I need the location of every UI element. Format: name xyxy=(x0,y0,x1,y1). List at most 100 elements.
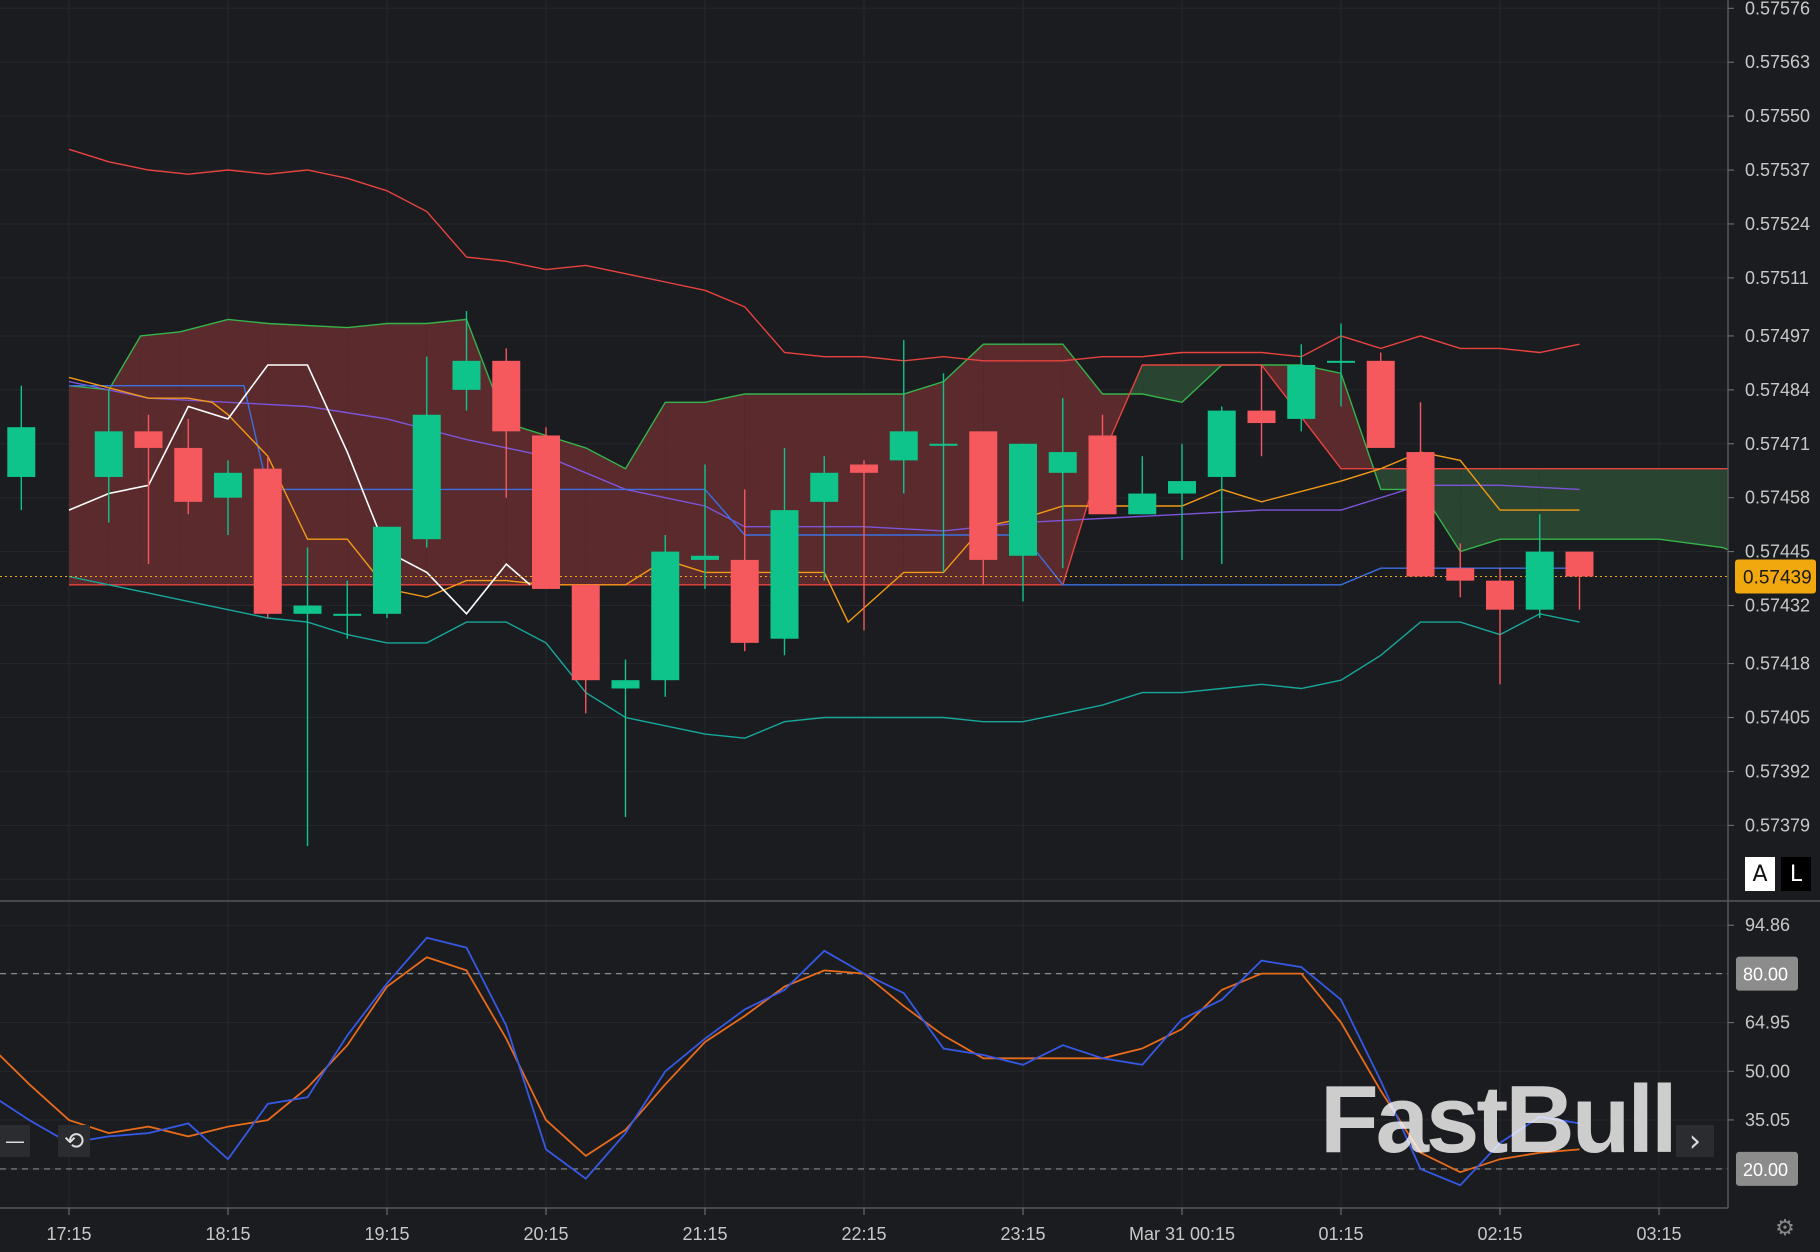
price-axis-background xyxy=(1728,0,1820,1252)
candle-body xyxy=(571,584,600,681)
candle xyxy=(134,414,163,565)
candle-body xyxy=(1048,452,1077,473)
candle-body xyxy=(611,680,640,689)
osc-level-label: 80.00 xyxy=(1743,965,1788,985)
time-tick-label: Mar 31 00:15 xyxy=(1129,1224,1235,1244)
candle-body xyxy=(412,414,441,540)
price-tick-label: 0.57484 xyxy=(1745,380,1810,400)
osc-level-box xyxy=(1736,956,1798,991)
candle-body xyxy=(1565,551,1594,577)
fastbull-watermark: FastBull xyxy=(1320,1066,1675,1173)
candle xyxy=(1486,568,1514,685)
time-tick-label: 03:15 xyxy=(1636,1224,1681,1244)
reset-chart-button[interactable]: ⟲ xyxy=(58,1125,90,1157)
osc-tick-label: 64.95 xyxy=(1745,1013,1790,1033)
osc-tick-label: 35.05 xyxy=(1745,1110,1790,1130)
candle-body xyxy=(1525,551,1554,610)
cloud-segment xyxy=(1460,468,1500,552)
osc-tick-label: 50.00 xyxy=(1745,1061,1790,1081)
reset-icon: ⟲ xyxy=(63,1127,85,1155)
osc-level-box xyxy=(1736,1151,1798,1186)
candle xyxy=(94,389,123,523)
candle xyxy=(1327,323,1355,407)
price-tick-label: 0.57379 xyxy=(1745,815,1810,835)
cloud-segment xyxy=(903,381,944,585)
candle-body xyxy=(253,468,282,614)
bollinger-upper-line xyxy=(68,148,1580,362)
candle xyxy=(850,460,878,631)
time-tick-label: 21:15 xyxy=(682,1224,727,1244)
candle-body xyxy=(850,464,878,473)
last-price-box xyxy=(1735,559,1816,594)
stochastic-oscillator xyxy=(0,936,1728,1187)
candle xyxy=(889,340,918,494)
candle-body xyxy=(770,510,799,639)
candle xyxy=(969,431,998,585)
candle xyxy=(691,464,719,589)
candle-body xyxy=(1128,493,1157,515)
cloud-segment xyxy=(1142,364,1182,403)
cloud-segment xyxy=(585,447,626,585)
candle-body xyxy=(1446,568,1475,581)
bollinger-lower-line xyxy=(68,575,1580,739)
price-tick-label: 0.57445 xyxy=(1745,542,1810,562)
candle-body xyxy=(889,431,918,461)
candle xyxy=(730,489,759,652)
candle-body xyxy=(7,427,36,477)
time-tick-label: 19:15 xyxy=(364,1224,409,1244)
candle xyxy=(532,427,560,589)
candle xyxy=(571,584,600,714)
price-tick-label: 0.57537 xyxy=(1745,160,1810,180)
candlesticks xyxy=(7,311,1594,847)
scroll-right-button[interactable]: › xyxy=(1676,1124,1714,1159)
cloud-segment xyxy=(69,385,109,585)
candle xyxy=(810,456,839,581)
cloud-segment xyxy=(1500,468,1540,540)
price-tick-label: 0.57418 xyxy=(1745,654,1810,674)
candle-body xyxy=(174,447,203,502)
price-tick-label: 0.57524 xyxy=(1745,214,1810,234)
candle xyxy=(929,373,958,573)
price-tick-label: 0.57458 xyxy=(1745,488,1810,508)
candle-body xyxy=(1486,580,1514,610)
log-scale-button[interactable]: L xyxy=(1781,857,1811,891)
candle-body xyxy=(134,431,163,448)
candle-body xyxy=(730,559,759,643)
settings-button[interactable]: ⚙ xyxy=(1770,1212,1800,1244)
candle xyxy=(611,659,640,818)
candle-body xyxy=(373,526,401,614)
osc-k-line xyxy=(0,936,1580,1187)
candle xyxy=(452,311,481,411)
candle-body xyxy=(1406,452,1435,577)
price-tick-label: 0.57511 xyxy=(1745,268,1809,288)
candle xyxy=(373,526,401,618)
price-tick-label: 0.57392 xyxy=(1745,761,1810,781)
candle xyxy=(1287,344,1316,432)
candle xyxy=(1406,402,1435,577)
auto-scale-button[interactable]: A xyxy=(1745,857,1775,891)
candle xyxy=(1168,443,1196,560)
candle xyxy=(1088,414,1117,515)
orange-conversion-line xyxy=(68,376,1580,624)
candle xyxy=(651,535,680,697)
candle-body xyxy=(293,605,322,614)
candle-body xyxy=(1247,410,1276,424)
cloud-segment xyxy=(1579,468,1659,540)
candle-body xyxy=(1207,410,1236,477)
candle-body xyxy=(1168,481,1196,494)
gear-icon: ⚙ xyxy=(1775,1215,1795,1241)
candle xyxy=(293,547,322,847)
price-tick-label: 0.57550 xyxy=(1745,106,1810,126)
cloud-segment xyxy=(347,323,387,585)
candle xyxy=(1247,364,1276,457)
candle xyxy=(1009,443,1037,602)
osc-level-label: 20.00 xyxy=(1743,1160,1788,1180)
candle-body xyxy=(1327,360,1355,363)
zoom-out-button[interactable]: — xyxy=(0,1125,30,1157)
candle xyxy=(253,456,282,618)
time-tick-label: 01:15 xyxy=(1318,1224,1363,1244)
candle-body xyxy=(691,555,719,560)
candle-body xyxy=(94,431,123,477)
